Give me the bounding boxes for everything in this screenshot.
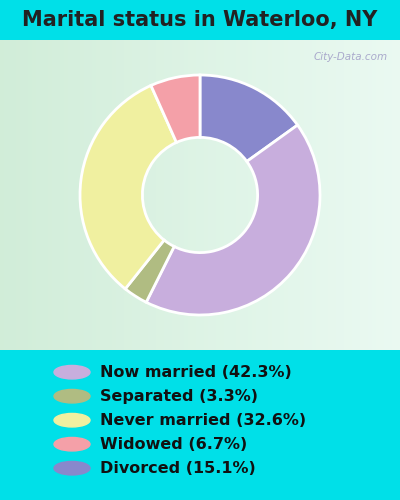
Circle shape	[54, 462, 90, 475]
Circle shape	[54, 438, 90, 451]
Wedge shape	[200, 75, 298, 162]
Circle shape	[54, 390, 90, 403]
Circle shape	[54, 366, 90, 379]
Wedge shape	[151, 75, 200, 142]
Text: City-Data.com: City-Data.com	[314, 52, 388, 62]
Text: Widowed (6.7%): Widowed (6.7%)	[100, 436, 247, 452]
Text: Marital status in Waterloo, NY: Marital status in Waterloo, NY	[22, 10, 378, 30]
Wedge shape	[80, 86, 176, 289]
Wedge shape	[125, 240, 174, 302]
Circle shape	[54, 414, 90, 427]
Text: Now married (42.3%): Now married (42.3%)	[100, 364, 292, 380]
Text: Never married (32.6%): Never married (32.6%)	[100, 412, 306, 428]
Text: Separated (3.3%): Separated (3.3%)	[100, 388, 258, 404]
Wedge shape	[146, 125, 320, 315]
Text: Divorced (15.1%): Divorced (15.1%)	[100, 460, 256, 475]
